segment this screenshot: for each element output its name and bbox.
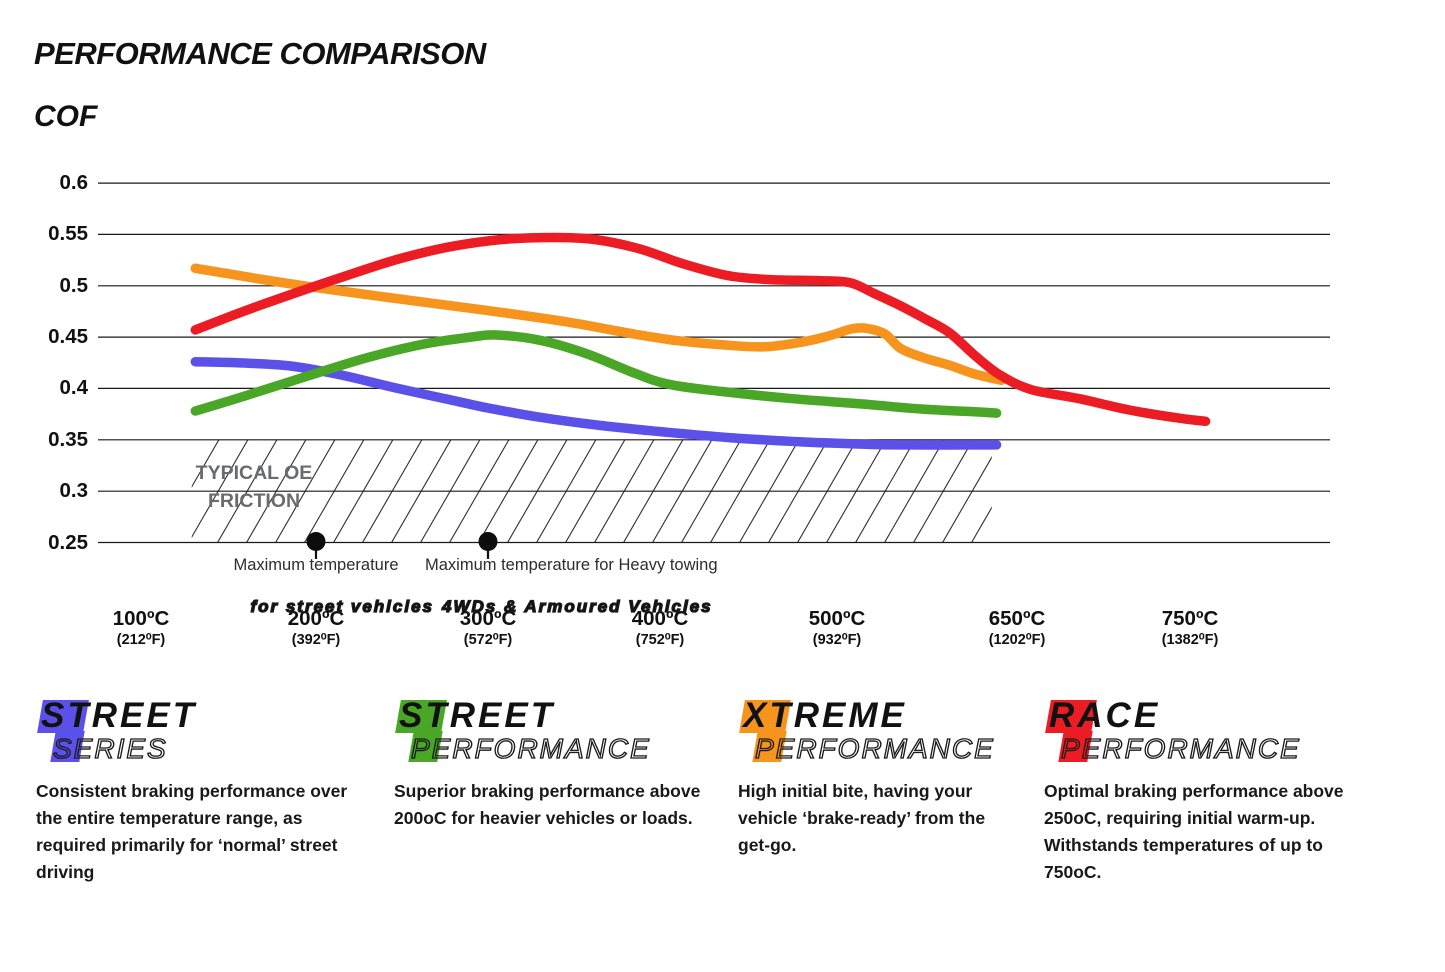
y-axis-tick-label: 0.4: [59, 376, 89, 400]
street-performance-logo: STREET PERFORMANCE: [394, 698, 724, 774]
page-title: PERFORMANCE COMPARISON: [34, 36, 486, 71]
x-axis-tick-label: 500ºC (932⁰F): [772, 607, 902, 649]
fahrenheit-label: (392⁰F): [291, 632, 341, 648]
street-series-logo: STREET SERIES: [36, 698, 364, 774]
max-temp-marker-icon: [306, 532, 326, 551]
fahrenheit-label: (932⁰F): [812, 632, 862, 648]
chart-canvas: [98, 182, 1330, 559]
annotation-line1: Maximum temperature: [233, 556, 399, 574]
brand-name-line2: PERFORMANCE: [410, 733, 651, 764]
fahrenheit-label: (1382⁰F): [1161, 632, 1219, 648]
celsius-label: 300ºC: [459, 607, 517, 630]
y-axis-tick-label: 0.6: [59, 171, 89, 195]
brand-description: High initial bite, having your vehicle ‘…: [738, 781, 986, 855]
celsius-label: 750ºC: [1161, 607, 1219, 630]
fahrenheit-label: (1202⁰F): [988, 632, 1046, 648]
celsius-label: 650ºC: [988, 607, 1046, 630]
y-axis-tick-label: 0.5: [59, 273, 89, 297]
y-axis-tick-label: 0.25: [48, 530, 88, 554]
brand-name-line1: XTREME: [743, 696, 907, 735]
brand-name-line1: RACE: [1049, 696, 1161, 735]
brand-name-line2: PERFORMANCE: [754, 733, 995, 764]
fahrenheit-label: (572⁰F): [463, 632, 513, 648]
race-performance-logo: RACE PERFORMANCE: [1044, 698, 1374, 774]
legend-xtreme-performance: XTREME PERFORMANCE High initial bite, ha…: [738, 698, 1014, 859]
legend-street-series: STREET SERIES Consistent braking perform…: [36, 698, 364, 886]
brand-name-line2: SERIES: [52, 733, 168, 764]
y-axis-tick-label: 0.45: [48, 325, 88, 349]
celsius-label: 500ºC: [808, 607, 866, 630]
x-axis-tick-label: 300ºC (572⁰F): [423, 607, 553, 649]
typical-oe-friction-label: TYPICAL OE FRICTION: [190, 459, 318, 515]
series-line-street-series: [190, 356, 1002, 450]
max-temp-marker-icon: [478, 532, 498, 551]
annotation-max-temp-street: Maximum temperature for street vehicles: [233, 556, 432, 617]
annotation-line2: 4WDs & Armoured Vehicles: [441, 596, 713, 616]
oe-label-line1: TYPICAL OE: [195, 462, 313, 484]
x-axis-tick-label: 400ºC (752⁰F): [595, 607, 725, 649]
series-line-xtreme-performance: [190, 263, 1007, 385]
legend-street-performance: STREET PERFORMANCE Superior braking perf…: [394, 698, 724, 832]
x-axis-tick-label: 650ºC (1202⁰F): [952, 607, 1082, 649]
brand-description: Superior braking performance above 200oC…: [394, 781, 701, 828]
celsius-label: 100ºC: [112, 607, 170, 630]
fahrenheit-label: (752⁰F): [635, 632, 685, 648]
x-axis-tick-label: 200ºC (392⁰F): [251, 607, 381, 649]
x-axis-tick-label: 100ºC (212⁰F): [76, 607, 206, 649]
annotation-line2: for street vehicles: [250, 596, 434, 616]
celsius-label: 200ºC: [287, 607, 345, 630]
series-line-street-performance: [190, 330, 1002, 418]
annotation-line1: Maximum temperature for Heavy towing: [425, 556, 718, 574]
brand-name-line2: PERFORMANCE: [1060, 733, 1301, 764]
x-axis-tick-label: 750ºC (1382⁰F): [1125, 607, 1255, 649]
y-axis-tick-label: 0.3: [59, 479, 89, 503]
y-axis-title: COF: [34, 100, 98, 133]
xtreme-performance-logo: XTREME PERFORMANCE: [738, 698, 1014, 774]
brand-description: Consistent braking performance over the …: [36, 781, 348, 882]
oe-label-line2: FRICTION: [207, 490, 301, 512]
brand-name-line1: STREET: [41, 696, 198, 735]
y-axis-tick-label: 0.35: [48, 427, 88, 451]
brand-name-line1: STREET: [399, 696, 556, 735]
brand-description: Optimal braking performance above 250oC,…: [1044, 781, 1344, 882]
fahrenheit-label: (212⁰F): [116, 632, 166, 648]
celsius-label: 400ºC: [631, 607, 689, 630]
legend-race-performance: RACE PERFORMANCE Optimal braking perform…: [1044, 698, 1374, 886]
y-axis-tick-label: 0.55: [48, 222, 88, 246]
series-line-race-performance: [190, 232, 1211, 427]
annotation-max-temp-towing: Maximum temperature for Heavy towing 4WD…: [425, 556, 718, 617]
